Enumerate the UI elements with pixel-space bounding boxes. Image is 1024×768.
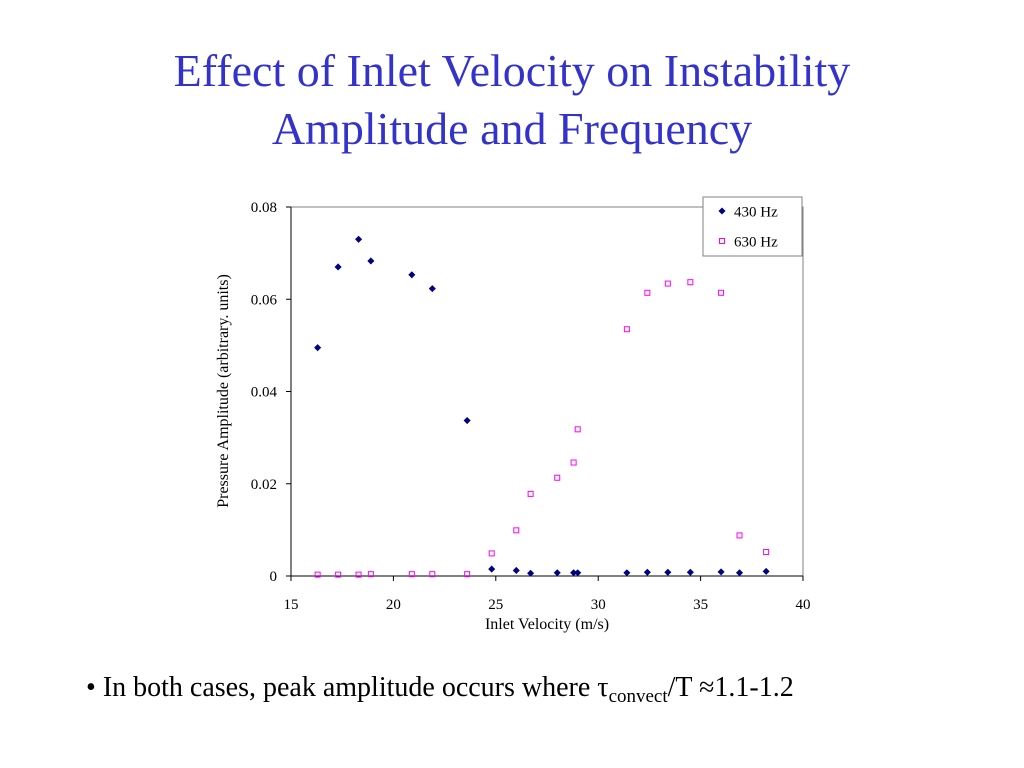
data-point-630-hz (367, 571, 374, 578)
legend-label-630-hz: 630 Hz (734, 235, 778, 251)
series-430-hz (314, 235, 770, 577)
data-point-430-hz (686, 568, 694, 576)
y-axis-label: Pressure Amplitude (arbitrary. units) (215, 274, 232, 508)
data-point-630-hz (335, 571, 342, 578)
data-point-630-hz (355, 571, 362, 578)
data-point-430-hz (355, 235, 363, 243)
convect-subscript: convect (608, 686, 668, 707)
x-ticks: 15 20 25 30 35 40 (284, 576, 811, 613)
y-tick-label: 0 (270, 569, 278, 585)
data-point-430-hz (553, 569, 561, 577)
legend-marker-430-hz (718, 207, 726, 215)
data-point-430-hz (570, 569, 578, 577)
data-point-430-hz (643, 568, 651, 576)
bullet-text-after: /T (667, 672, 700, 703)
legend-marker-630-hz (719, 238, 725, 244)
series-630-hz (314, 279, 770, 578)
x-tick-label: 20 (386, 597, 401, 613)
y-ticks: 0 0.02 0.04 0.06 0.08 (251, 200, 291, 585)
data-point-630-hz (574, 426, 581, 433)
data-point-630-hz (664, 280, 671, 287)
data-point-630-hz (314, 571, 321, 578)
bullet-text: • In both cases, peak amplitude occurs w… (86, 670, 986, 706)
data-point-630-hz (570, 459, 577, 466)
x-tick-label: 15 (284, 597, 299, 613)
bullet-marker: • (86, 672, 96, 703)
legend-label-430-hz: 430 Hz (734, 205, 778, 221)
data-point-430-hz (527, 569, 535, 577)
bullet-value: 1.1-1.2 (714, 672, 794, 703)
data-point-430-hz (762, 567, 770, 575)
data-point-430-hz (488, 565, 496, 573)
legend: 430 Hz 630 Hz (702, 196, 803, 257)
data-point-430-hz (334, 263, 342, 271)
tau-symbol: τ (597, 672, 609, 703)
approx-symbol: ≈ (699, 672, 715, 703)
y-tick-label: 0.08 (251, 200, 277, 216)
data-point-430-hz (512, 566, 520, 575)
data-point-630-hz (464, 571, 471, 578)
data-point-430-hz (717, 568, 725, 576)
data-point-430-hz (623, 569, 631, 577)
x-tick-label: 30 (591, 597, 606, 613)
y-tick-label: 0.04 (251, 385, 278, 401)
data-point-630-hz (763, 549, 770, 556)
x-tick-label: 25 (488, 597, 503, 613)
slide-title-line-1: Effect of Inlet Velocity on Instability (173, 45, 851, 96)
x-tick-label: 40 (796, 597, 811, 613)
data-point-630-hz (623, 326, 630, 333)
data-point-430-hz (735, 569, 744, 577)
slide-title-line-2: Amplitude and Frequency (271, 103, 753, 154)
data-point-430-hz (314, 344, 322, 352)
data-point-430-hz (463, 417, 471, 425)
data-point-630-hz (736, 532, 743, 539)
data-point-630-hz (513, 527, 520, 534)
data-point-430-hz (367, 257, 375, 265)
legend-box (702, 196, 803, 257)
slide-title: Effect of Inlet Velocity on Instability … (0, 42, 1024, 158)
data-point-630-hz (718, 289, 725, 296)
data-point-630-hz (488, 550, 495, 557)
data-point-430-hz (428, 285, 436, 293)
x-tick-label: 35 (693, 597, 708, 613)
data-point-630-hz (644, 289, 651, 296)
y-tick-label: 0.06 (251, 292, 278, 308)
data-point-630-hz (687, 279, 694, 286)
data-point-630-hz (554, 474, 561, 481)
data-point-430-hz (664, 568, 672, 576)
x-axis-label: Inlet Velocity (m/s) (485, 616, 609, 633)
plot-area (290, 206, 804, 577)
data-point-430-hz (574, 569, 582, 577)
y-tick-label: 0.02 (251, 477, 277, 493)
data-point-430-hz (408, 271, 416, 279)
data-point-630-hz (408, 571, 415, 578)
data-point-630-hz (429, 571, 436, 578)
bullet-text-before: In both cases, peak amplitude occurs whe… (102, 672, 598, 703)
data-point-630-hz (527, 490, 534, 497)
